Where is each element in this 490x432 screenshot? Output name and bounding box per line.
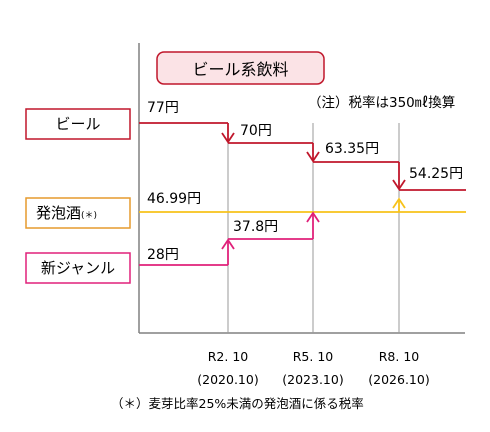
happoshu-name-main: 発泡酒 bbox=[36, 204, 81, 222]
beer-name: ビール bbox=[55, 115, 100, 133]
x-tick-1: R5. 10 bbox=[293, 349, 334, 364]
newgenre-name-box bbox=[25, 252, 131, 284]
newgenre-arrow-0 bbox=[221, 238, 235, 250]
beer-name-box bbox=[25, 108, 131, 140]
chart-title-box bbox=[156, 51, 325, 85]
x-tick-0-sub: (2020.10) bbox=[197, 372, 258, 387]
chart-note: （注）税率は350㎖換算 bbox=[308, 94, 455, 111]
x-tick-0: R2. 10 bbox=[208, 349, 249, 364]
happoshu-label: 46.99円 bbox=[147, 191, 201, 207]
newgenre-arrow-1 bbox=[306, 211, 320, 223]
newgenre-label-r0: 28円 bbox=[147, 247, 179, 263]
chart-title: ビール系飲料 bbox=[192, 60, 288, 79]
happoshu-name-suffix: (＊) bbox=[81, 211, 97, 221]
x-tick-2: R8. 10 bbox=[379, 349, 420, 364]
footnote: （＊）麦芽比率25%未満の発泡酒に係る税率 bbox=[111, 396, 364, 411]
beer-arrow-0 bbox=[221, 132, 235, 144]
beer-arrow-1 bbox=[306, 151, 320, 163]
x-tick-1-sub: (2023.10) bbox=[282, 372, 343, 387]
newgenre-name: 新ジャンル bbox=[41, 259, 115, 277]
beer-label-r0: 77円 bbox=[147, 100, 179, 116]
beer-label-r1: 70円 bbox=[240, 123, 272, 139]
beer-arrow-2 bbox=[392, 179, 406, 191]
beer-label-r3: 54.25円 bbox=[409, 166, 463, 182]
x-tick-2-sub: (2026.10) bbox=[368, 372, 429, 387]
happoshu-name: 発泡酒(＊) bbox=[36, 204, 97, 222]
beer-label-r2: 63.35円 bbox=[325, 141, 379, 157]
newgenre-label-r1: 37.8円 bbox=[233, 219, 278, 235]
happoshu-name-box bbox=[25, 197, 131, 229]
